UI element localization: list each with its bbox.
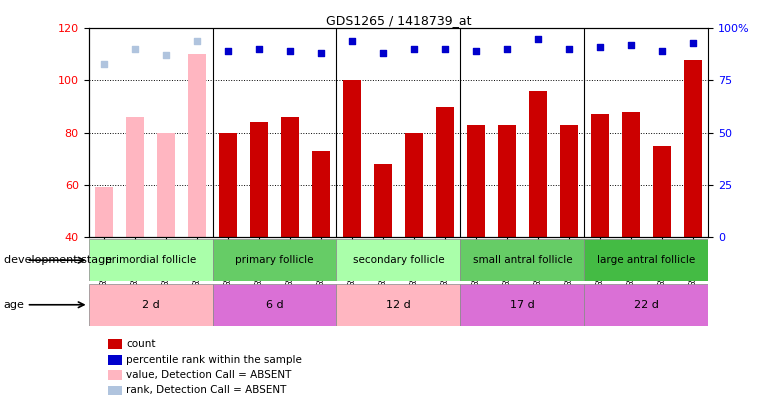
Bar [126, 117, 144, 237]
Text: 17 d: 17 d [510, 300, 535, 310]
Bar [560, 125, 578, 237]
Point [284, 48, 296, 55]
Bar [405, 133, 424, 237]
Bar [95, 188, 113, 237]
Bar [373, 164, 392, 237]
Text: 22 d: 22 d [634, 300, 659, 310]
Bar [312, 151, 330, 237]
Bar [497, 125, 516, 237]
Point [191, 38, 203, 44]
Point [408, 46, 420, 52]
Text: small antral follicle: small antral follicle [473, 255, 572, 265]
Point [594, 44, 606, 50]
Bar [584, 239, 708, 281]
Bar [529, 91, 547, 237]
Bar [219, 133, 237, 237]
Bar [213, 284, 336, 326]
Bar [653, 146, 671, 237]
Bar [89, 284, 213, 326]
Bar [281, 117, 300, 237]
Point [346, 38, 358, 44]
Point [656, 48, 668, 55]
Text: primary follicle: primary follicle [236, 255, 313, 265]
Point [98, 61, 110, 67]
Bar [336, 239, 460, 281]
Bar [188, 54, 206, 237]
Text: value, Detection Call = ABSENT: value, Detection Call = ABSENT [126, 370, 292, 380]
Text: 2 d: 2 d [142, 300, 159, 310]
Text: development stage: development stage [4, 255, 112, 265]
Point [532, 36, 544, 42]
Point [377, 50, 389, 57]
Text: primordial follicle: primordial follicle [105, 255, 196, 265]
Point [687, 40, 699, 46]
Bar [684, 60, 702, 237]
Text: rank, Detection Call = ABSENT: rank, Detection Call = ABSENT [126, 386, 286, 395]
Point [624, 42, 637, 48]
Point [500, 46, 513, 52]
Point [563, 46, 575, 52]
Bar [460, 239, 584, 281]
Point [315, 50, 327, 57]
Bar [89, 239, 213, 281]
Bar [621, 112, 640, 237]
Text: age: age [4, 300, 25, 309]
Bar [436, 107, 454, 237]
Bar [343, 81, 361, 237]
Bar [584, 284, 708, 326]
Text: percentile rank within the sample: percentile rank within the sample [126, 355, 302, 364]
Text: large antral follicle: large antral follicle [598, 255, 695, 265]
Text: 12 d: 12 d [386, 300, 411, 310]
Bar [591, 114, 609, 237]
Title: GDS1265 / 1418739_at: GDS1265 / 1418739_at [326, 14, 471, 27]
Bar [336, 284, 460, 326]
Bar [467, 125, 485, 237]
Bar [460, 284, 584, 326]
Bar [213, 239, 336, 281]
Point [439, 46, 451, 52]
Point [129, 46, 141, 52]
Point [470, 48, 482, 55]
Point [160, 52, 172, 59]
Bar [249, 122, 268, 237]
Text: count: count [126, 339, 156, 349]
Bar [157, 133, 176, 237]
Point [253, 46, 265, 52]
Point [222, 48, 234, 55]
Text: secondary follicle: secondary follicle [353, 255, 444, 265]
Text: 6 d: 6 d [266, 300, 283, 310]
